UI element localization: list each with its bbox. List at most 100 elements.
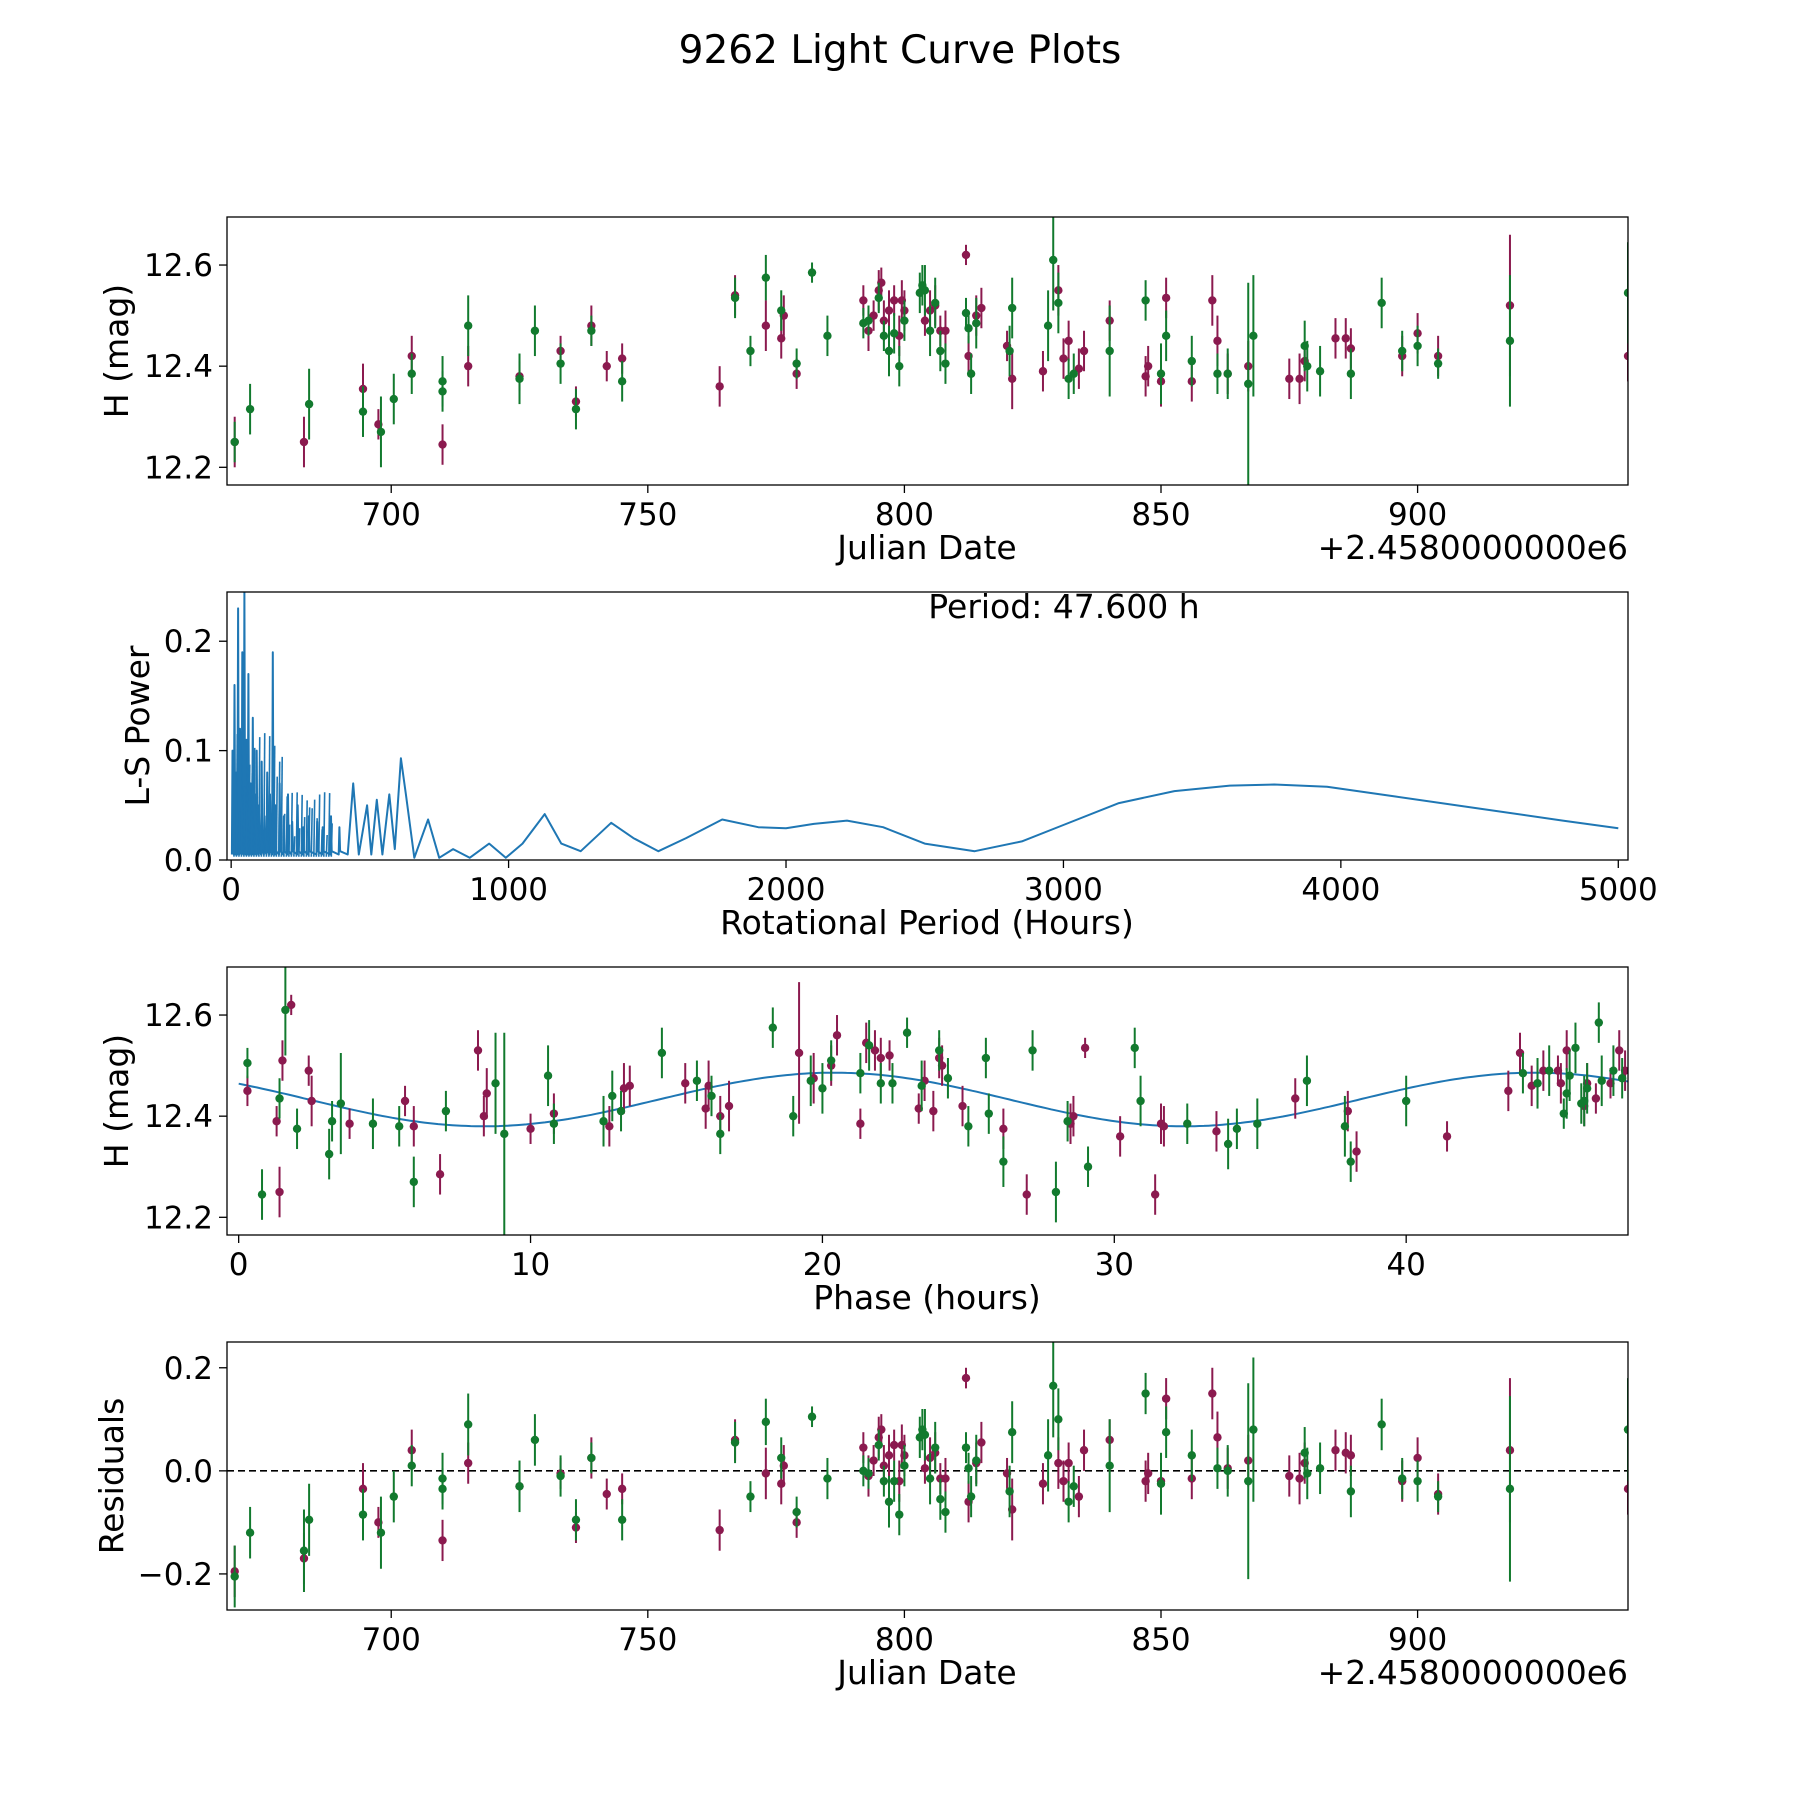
phased-point — [856, 1068, 865, 1078]
residuals-xlabel: Julian Date — [835, 1653, 1017, 1692]
phased-point — [888, 1079, 897, 1088]
residuals-point — [1505, 1484, 1515, 1494]
lightcurve-point — [1064, 374, 1073, 384]
lightcurve-point — [1007, 303, 1017, 313]
phased-point — [902, 1028, 912, 1037]
residuals-point — [1079, 1446, 1089, 1455]
phased-point — [768, 1023, 778, 1032]
phased-point — [1615, 1046, 1624, 1055]
lightcurve-point — [966, 369, 976, 378]
phased-point — [692, 1076, 702, 1085]
residuals-point — [1244, 1476, 1253, 1486]
residuals-point — [1161, 1394, 1171, 1403]
lightcurve-point — [859, 296, 868, 305]
periodogram-power-spike — [303, 817, 306, 857]
residuals-point — [961, 1373, 971, 1383]
residuals-point — [1064, 1497, 1073, 1506]
lightcurve-point — [761, 321, 771, 330]
phased-point — [681, 1079, 690, 1088]
periodogram-xtick-label: 3000 — [1024, 872, 1103, 908]
lightcurve-point — [1156, 369, 1166, 378]
phased-point — [1518, 1068, 1528, 1078]
phased-point — [1544, 1066, 1554, 1075]
residuals-point — [895, 1510, 904, 1519]
phased-point — [625, 1081, 634, 1091]
lightcurve-point — [304, 399, 314, 409]
residuals-point — [1331, 1446, 1340, 1455]
periodogram-power-spike — [285, 796, 289, 857]
phased-plot-area — [238, 967, 1628, 1235]
residuals-point — [1049, 1381, 1058, 1391]
phased-point — [549, 1119, 559, 1128]
residuals-point — [617, 1515, 627, 1525]
residuals-point — [463, 1458, 473, 1468]
lightcurve-point — [299, 437, 309, 447]
periodogram-ytick-label: 0.0 — [164, 843, 213, 879]
phased-ylabel: H (mag) — [97, 1034, 136, 1168]
phased-point — [543, 1071, 553, 1080]
lightcurve-point — [1161, 331, 1171, 341]
residuals-point — [1346, 1487, 1356, 1496]
lightcurve-point — [1295, 374, 1304, 384]
periodogram-power-spike — [250, 773, 254, 857]
lightcurve-point — [879, 331, 889, 341]
periodogram-ticks: 0 1000 2000 3000 4000 5000 0.0 0.1 0.2 — [164, 624, 1658, 908]
residuals-point — [1005, 1487, 1014, 1496]
periodogram-power-spike — [310, 808, 313, 857]
lightcurve-offset-label: +2.4580000000e6 — [1318, 528, 1628, 567]
periodogram-ytick-label: 0.1 — [164, 734, 213, 770]
residuals-point — [389, 1492, 398, 1501]
phased-point — [1442, 1132, 1452, 1141]
residuals-point — [1069, 1482, 1078, 1491]
phased-point — [929, 1106, 938, 1116]
residuals-point — [1285, 1471, 1294, 1481]
phased-point — [526, 1124, 535, 1134]
phased-point — [1183, 1119, 1192, 1128]
phased-point — [327, 1117, 337, 1126]
lightcurve-point — [1187, 356, 1196, 366]
phased-point — [1591, 1094, 1601, 1103]
phased-point — [1022, 1190, 1031, 1199]
residuals-point — [936, 1494, 945, 1504]
lightcurve-point — [777, 334, 786, 343]
lightcurve-point — [746, 346, 755, 356]
lightcurve-point — [1623, 351, 1628, 361]
phased-point — [657, 1048, 667, 1058]
residuals-point — [730, 1438, 740, 1447]
phased-point — [1504, 1086, 1513, 1096]
residuals-point — [941, 1507, 950, 1517]
residuals-point — [823, 1474, 832, 1483]
lightcurve-point — [515, 374, 524, 384]
periodogram-power-spike — [253, 747, 256, 857]
phased-point — [1069, 1111, 1078, 1121]
lightcurve-point — [889, 329, 899, 338]
phased-point — [500, 1129, 509, 1139]
residuals-point — [884, 1451, 894, 1460]
residuals-point — [1007, 1427, 1017, 1437]
residuals-point — [884, 1497, 894, 1506]
periodogram-ylabel: L-S Power — [118, 645, 157, 806]
phased-point — [1253, 1119, 1262, 1128]
phased-frame — [226, 966, 1629, 1236]
phased-point — [1291, 1094, 1300, 1103]
residuals-point — [1043, 1451, 1053, 1460]
lightcurve-point — [463, 361, 473, 371]
residuals-xtick-label: 850 — [1131, 1622, 1190, 1658]
residuals-point — [715, 1525, 724, 1535]
phased-point — [832, 1031, 842, 1040]
residuals-point — [1059, 1476, 1068, 1486]
phased-point — [1597, 1076, 1606, 1085]
lightcurve-point — [1244, 379, 1253, 389]
phased-ytick-label: 12.4 — [144, 1099, 213, 1135]
periodogram-power-spike — [268, 736, 271, 857]
phased-point — [707, 1091, 716, 1101]
phased-point — [1051, 1187, 1061, 1197]
residuals-point — [777, 1453, 786, 1463]
phased-point — [1565, 1071, 1574, 1080]
phased-point — [876, 1053, 885, 1063]
phased-point — [1346, 1157, 1355, 1166]
phased-ytick-label: 12.2 — [144, 1200, 213, 1236]
periodogram-panel: 0 1000 2000 3000 4000 5000 0.0 0.1 0.2 Period: 4… — [118, 587, 1658, 942]
periodogram-frame — [226, 591, 1629, 861]
